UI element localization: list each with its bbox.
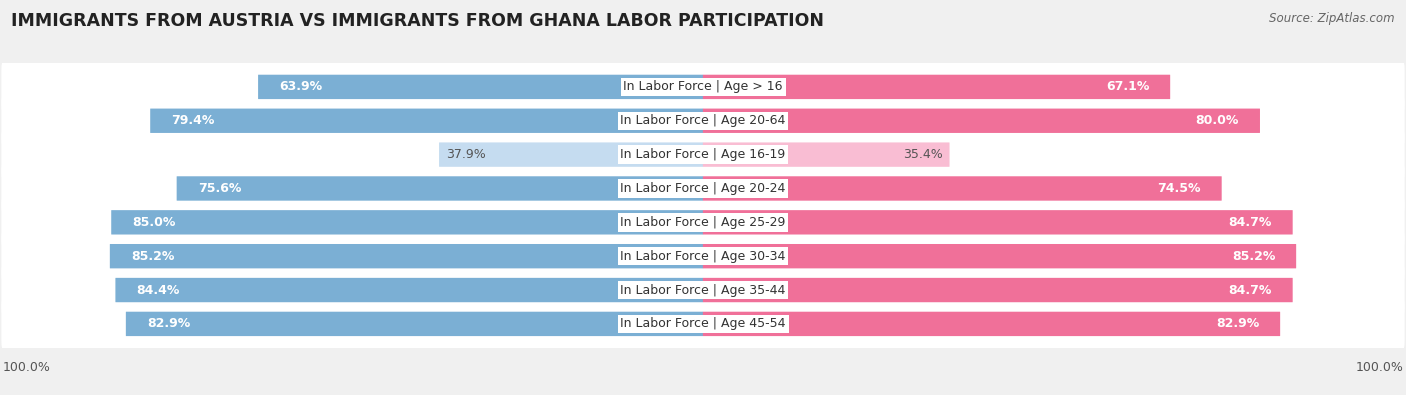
- FancyBboxPatch shape: [703, 143, 949, 167]
- FancyBboxPatch shape: [259, 75, 703, 99]
- Text: 84.7%: 84.7%: [1229, 284, 1271, 297]
- Text: 37.9%: 37.9%: [446, 148, 486, 161]
- Text: In Labor Force | Age 20-24: In Labor Force | Age 20-24: [620, 182, 786, 195]
- Text: Source: ZipAtlas.com: Source: ZipAtlas.com: [1270, 12, 1395, 25]
- Text: In Labor Force | Age 45-54: In Labor Force | Age 45-54: [620, 318, 786, 330]
- Text: In Labor Force | Age 20-64: In Labor Force | Age 20-64: [620, 114, 786, 127]
- FancyBboxPatch shape: [150, 109, 703, 133]
- Text: 79.4%: 79.4%: [172, 114, 215, 127]
- Text: In Labor Force | Age 30-34: In Labor Force | Age 30-34: [620, 250, 786, 263]
- Text: In Labor Force | Age 16-19: In Labor Force | Age 16-19: [620, 148, 786, 161]
- FancyBboxPatch shape: [1, 128, 1405, 181]
- Text: In Labor Force | Age > 16: In Labor Force | Age > 16: [623, 81, 783, 93]
- Text: 82.9%: 82.9%: [146, 318, 190, 330]
- Text: 82.9%: 82.9%: [1216, 318, 1260, 330]
- Text: 63.9%: 63.9%: [280, 81, 322, 93]
- FancyBboxPatch shape: [110, 244, 703, 268]
- FancyBboxPatch shape: [703, 244, 1296, 268]
- Text: 85.2%: 85.2%: [1232, 250, 1275, 263]
- FancyBboxPatch shape: [127, 312, 703, 336]
- FancyBboxPatch shape: [111, 210, 703, 235]
- FancyBboxPatch shape: [1, 94, 1405, 147]
- FancyBboxPatch shape: [1, 60, 1405, 114]
- Text: IMMIGRANTS FROM AUSTRIA VS IMMIGRANTS FROM GHANA LABOR PARTICIPATION: IMMIGRANTS FROM AUSTRIA VS IMMIGRANTS FR…: [11, 12, 824, 30]
- FancyBboxPatch shape: [1, 196, 1405, 249]
- FancyBboxPatch shape: [177, 176, 703, 201]
- Text: 35.4%: 35.4%: [903, 148, 942, 161]
- FancyBboxPatch shape: [1, 297, 1405, 351]
- Text: 100.0%: 100.0%: [3, 361, 51, 374]
- FancyBboxPatch shape: [1, 229, 1405, 283]
- FancyBboxPatch shape: [703, 109, 1260, 133]
- FancyBboxPatch shape: [703, 210, 1292, 235]
- FancyBboxPatch shape: [1, 162, 1405, 215]
- Text: In Labor Force | Age 25-29: In Labor Force | Age 25-29: [620, 216, 786, 229]
- Text: 67.1%: 67.1%: [1105, 81, 1149, 93]
- FancyBboxPatch shape: [703, 312, 1279, 336]
- Text: 80.0%: 80.0%: [1195, 114, 1239, 127]
- Text: In Labor Force | Age 35-44: In Labor Force | Age 35-44: [620, 284, 786, 297]
- FancyBboxPatch shape: [1, 263, 1405, 317]
- Text: 74.5%: 74.5%: [1157, 182, 1201, 195]
- FancyBboxPatch shape: [439, 143, 703, 167]
- Text: 100.0%: 100.0%: [1355, 361, 1403, 374]
- FancyBboxPatch shape: [115, 278, 703, 302]
- FancyBboxPatch shape: [703, 278, 1292, 302]
- Text: 84.7%: 84.7%: [1229, 216, 1271, 229]
- Text: 84.4%: 84.4%: [136, 284, 180, 297]
- FancyBboxPatch shape: [703, 75, 1170, 99]
- Text: 75.6%: 75.6%: [198, 182, 240, 195]
- FancyBboxPatch shape: [703, 176, 1222, 201]
- Text: 85.2%: 85.2%: [131, 250, 174, 263]
- Text: 85.0%: 85.0%: [132, 216, 176, 229]
